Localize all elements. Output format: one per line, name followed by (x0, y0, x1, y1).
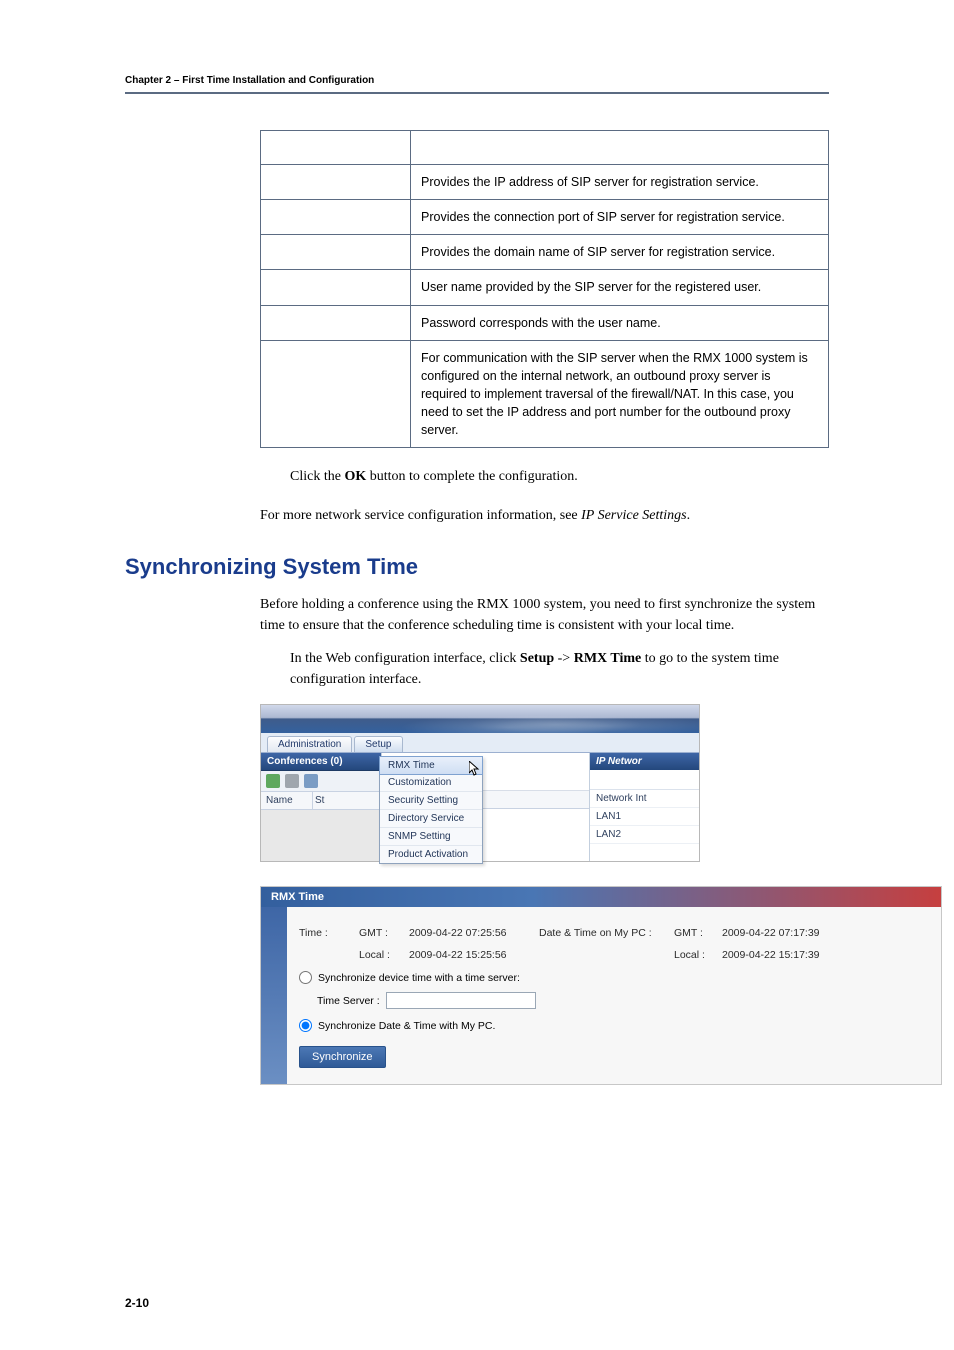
ip-network-bar: IP Networ (590, 753, 699, 770)
local-label: Local : (359, 949, 409, 961)
param-cell (261, 270, 411, 305)
cursor-icon (469, 761, 481, 777)
param-cell (261, 305, 411, 340)
pc-gmt-label: GMT : (674, 927, 722, 939)
more-info-text: For more network service configuration i… (260, 505, 829, 526)
table-row: For communication with the SIP server wh… (261, 340, 829, 448)
rmx-title-bar: RMX Time (261, 887, 941, 907)
page-number: 2-10 (125, 1296, 149, 1310)
desc-cell: Provides the IP address of SIP server fo… (411, 165, 829, 200)
dropdown-item[interactable]: RMX Time (379, 756, 483, 775)
params-table-wrap: Provides the IP address of SIP server fo… (260, 130, 829, 448)
close-icon[interactable] (285, 774, 299, 788)
sync-pc-label: Synchronize Date & Time with My PC. (318, 1020, 495, 1032)
text-seg: -> (554, 651, 574, 666)
right-item[interactable]: Network Int (590, 790, 699, 808)
param-cell (261, 165, 411, 200)
text-seg: In the Web configuration interface, clic… (290, 651, 520, 666)
local-value: 2009-04-22 15:25:56 (409, 949, 539, 961)
sync-pc-radio[interactable] (299, 1019, 312, 1032)
decor-figures (381, 705, 699, 733)
sync-server-radio[interactable] (299, 971, 312, 984)
gmt-label: GMT : (359, 927, 409, 939)
dropdown-item[interactable]: Security Setting (380, 792, 482, 810)
rmx-side-stripe (261, 907, 287, 1084)
param-cell (261, 200, 411, 235)
time-label: Time : (299, 927, 359, 939)
table-row: Provides the connection port of SIP serv… (261, 200, 829, 235)
step-text: In the Web configuration interface, clic… (290, 648, 829, 690)
ip-service-italic: IP Service Settings (581, 508, 687, 523)
header-gradient (261, 705, 699, 733)
desc-cell: User name provided by the SIP server for… (411, 270, 829, 305)
pc-local-value: 2009-04-22 15:17:39 (722, 949, 820, 961)
dropdown-item[interactable]: Product Activation (380, 846, 482, 863)
sync-para: Before holding a conference using the RM… (260, 594, 829, 636)
click-ok-text: Click the OK button to complete the conf… (290, 466, 829, 487)
pc-time-label: Date & Time on My PC : (539, 927, 674, 939)
header-divider (125, 92, 829, 94)
dropdown-item[interactable]: Directory Service (380, 810, 482, 828)
conferences-bar: Conferences (0) (261, 753, 381, 771)
ok-bold: OK (344, 469, 366, 484)
text-seg: button to complete the configuration. (366, 469, 578, 484)
rmxtime-bold: RMX Time (574, 651, 642, 666)
section-heading: Synchronizing System Time (125, 554, 829, 580)
pc-local-label: Local : (674, 949, 722, 961)
time-server-label: Time Server : (317, 995, 380, 1007)
menu-screenshot: Administration Setup Conferences (0) Nam… (260, 704, 829, 862)
sync-server-label: Synchronize device time with a time serv… (318, 972, 520, 984)
desc-header (411, 131, 829, 165)
rmx-time-panel: RMX Time Time : GMT : 2009-04-22 07:25:5… (260, 886, 942, 1085)
setup-bold: Setup (520, 651, 554, 666)
table-row: Password corresponds with the user name. (261, 305, 829, 340)
tab-setup[interactable]: Setup (354, 736, 402, 752)
pc-gmt-value: 2009-04-22 07:17:39 (722, 927, 820, 939)
right-item[interactable]: LAN2 (590, 826, 699, 844)
right-item[interactable]: LAN1 (590, 808, 699, 826)
desc-cell: Password corresponds with the user name. (411, 305, 829, 340)
dropdown-item[interactable]: Customization (380, 774, 482, 792)
table-row: User name provided by the SIP server for… (261, 270, 829, 305)
table-row: Provides the domain name of SIP server f… (261, 235, 829, 270)
text-seg: Click the (290, 469, 344, 484)
setup-dropdown: RMX TimeCustomizationSecurity SettingDir… (379, 756, 483, 864)
desc-cell: Provides the connection port of SIP serv… (411, 200, 829, 235)
param-header (261, 131, 411, 165)
menu-bar: Administration Setup (261, 733, 699, 753)
toolbar (261, 771, 381, 792)
synchronize-button[interactable]: Synchronize (299, 1046, 386, 1068)
gmt-value: 2009-04-22 07:25:56 (409, 927, 539, 939)
desc-cell: For communication with the SIP server wh… (411, 340, 829, 448)
time-server-input[interactable] (386, 992, 536, 1009)
param-cell (261, 340, 411, 448)
desc-cell: Provides the domain name of SIP server f… (411, 235, 829, 270)
add-icon[interactable] (266, 774, 280, 788)
text-seg: . (687, 508, 691, 523)
params-table: Provides the IP address of SIP server fo… (260, 130, 829, 448)
chapter-header: Chapter 2 – First Time Installation and … (125, 75, 829, 86)
table-row: Provides the IP address of SIP server fo… (261, 165, 829, 200)
dropdown-item[interactable]: SNMP Setting (380, 828, 482, 846)
st-col: St (313, 792, 381, 809)
name-header-row: Name St (261, 792, 381, 810)
tab-administration[interactable]: Administration (267, 736, 352, 752)
name-col: Name (261, 792, 313, 809)
refresh-icon[interactable] (304, 774, 318, 788)
param-cell (261, 235, 411, 270)
text-seg: For more network service configuration i… (260, 508, 581, 523)
